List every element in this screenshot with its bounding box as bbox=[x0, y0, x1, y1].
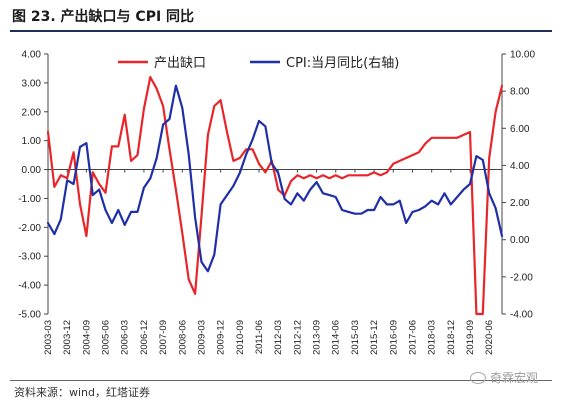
x-tick-label: 2003-03 bbox=[43, 320, 54, 355]
right-tick-label: 8.00 bbox=[510, 87, 530, 98]
legend: 产出缺口 CPI:当月同比(右轴) bbox=[118, 56, 399, 71]
x-tick-label: 2003-12 bbox=[62, 320, 73, 355]
x-tick-label: 2019-09 bbox=[465, 320, 476, 355]
title-rule bbox=[10, 30, 552, 32]
x-tick-label: 2018-03 bbox=[427, 320, 438, 355]
x-tick-label: 2008-06 bbox=[177, 320, 188, 355]
source-note: 资料来源：wind，红塔证券 bbox=[14, 386, 151, 399]
right-tick-label: 0.00 bbox=[510, 235, 530, 246]
legend-label-1: 产出缺口 bbox=[154, 56, 206, 71]
series-layer bbox=[46, 75, 504, 316]
x-tick-label: 2009-03 bbox=[196, 320, 207, 355]
right-tick-label: 10.00 bbox=[510, 50, 535, 61]
right-axis: -4.00 -2.00 0.00 2.00 4.00 6.00 8.00 10.00 bbox=[501, 50, 535, 321]
x-tick-label: 2012-12 bbox=[292, 320, 303, 355]
x-tick-label: 2012-03 bbox=[273, 320, 284, 355]
x-tick-label: 2015-12 bbox=[369, 320, 380, 355]
x-tick-label: 2006-03 bbox=[120, 320, 131, 355]
x-tick-label: 2017-06 bbox=[407, 320, 418, 355]
x-tick-label: 2011-06 bbox=[254, 320, 265, 354]
right-tick-label: 2.00 bbox=[510, 198, 530, 209]
x-tick-label: 2005-06 bbox=[101, 320, 112, 355]
footer-rule bbox=[10, 380, 552, 381]
chart: -5.00 -4.00 -3.00 -2.00 -1.00 0.00 1.00 2.00 3.0… bbox=[18, 50, 535, 355]
left-tick-label: -1.00 bbox=[18, 194, 41, 205]
x-tick-label: 2004-09 bbox=[81, 320, 92, 355]
left-tick-label: -4.00 bbox=[18, 281, 41, 292]
right-tick-label: 6.00 bbox=[510, 124, 530, 135]
x-tick-label: 2018-12 bbox=[446, 320, 457, 355]
x-tick-label: 2007-09 bbox=[158, 320, 169, 355]
watermark-text: 奇霖宏观 bbox=[489, 371, 538, 385]
right-tick-label: -2.00 bbox=[510, 272, 533, 283]
x-tick-label: 2009-12 bbox=[216, 320, 227, 355]
left-tick-label: -3.00 bbox=[18, 252, 41, 263]
x-tick-label: 2010-09 bbox=[235, 320, 246, 355]
series-line-2 bbox=[46, 84, 504, 273]
x-tick-label: 2014-06 bbox=[331, 320, 342, 355]
figure-title: 图 23. 产出缺口与 CPI 同比 bbox=[12, 9, 195, 25]
left-tick-label: 1.00 bbox=[22, 136, 42, 147]
x-axis: 2003-03 2003-12 2004-09 2005-06 2006-03 2006-… bbox=[43, 169, 502, 355]
left-tick-label: 2.00 bbox=[22, 107, 42, 118]
watermark: 奇霖宏观 bbox=[469, 369, 538, 386]
series-line-1 bbox=[46, 75, 504, 316]
wechat-icon bbox=[469, 371, 486, 384]
left-tick-label: -2.00 bbox=[18, 223, 41, 234]
right-tick-label: -4.00 bbox=[510, 310, 533, 321]
x-tick-label: 2015-03 bbox=[350, 320, 361, 355]
left-tick-label: 3.00 bbox=[22, 78, 42, 89]
x-tick-label: 2020-06 bbox=[484, 320, 495, 355]
x-tick-label: 2013-09 bbox=[312, 320, 323, 355]
left-axis: -5.00 -4.00 -3.00 -2.00 -1.00 0.00 1.00 2.00 3.0… bbox=[18, 50, 49, 321]
left-tick-label: 0.00 bbox=[22, 165, 42, 176]
legend-label-2: CPI:当月同比(右轴) bbox=[286, 56, 399, 71]
left-tick-label: 4.00 bbox=[22, 50, 42, 61]
right-tick-label: 4.00 bbox=[510, 161, 530, 172]
x-tick-label: 2006-12 bbox=[139, 320, 150, 355]
x-tick-label: 2016-09 bbox=[388, 320, 399, 355]
left-tick-label: -5.00 bbox=[18, 310, 41, 321]
